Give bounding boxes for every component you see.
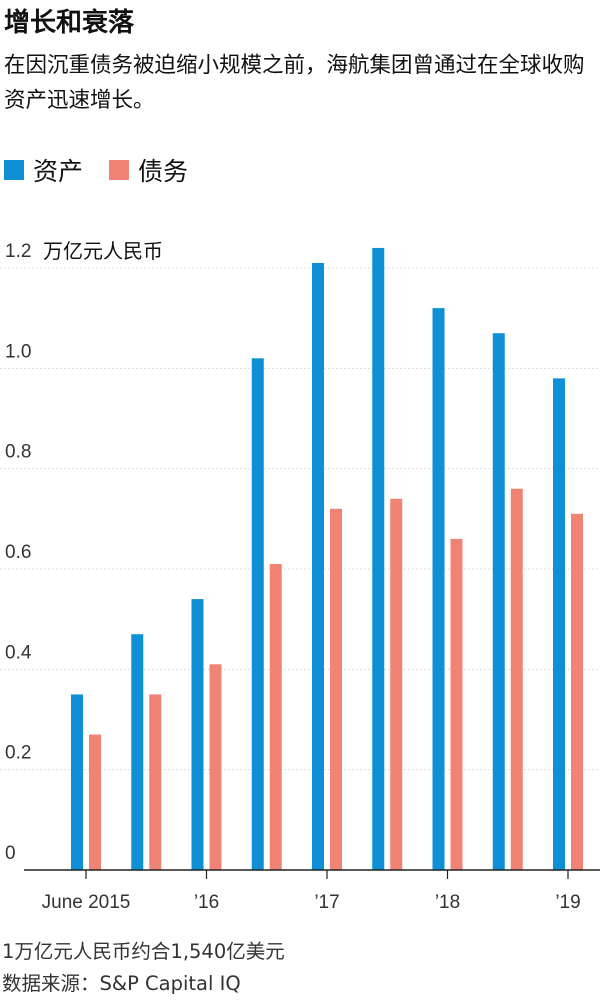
legend-label-debt: 债务 — [138, 157, 189, 186]
legend-swatch-debt — [109, 160, 130, 180]
bar-debt — [330, 508, 342, 870]
bar-assets — [492, 333, 505, 870]
source-note: 数据来源：S&P Capital IQ — [2, 972, 241, 995]
bar-assets — [131, 634, 144, 870]
bar-debt — [390, 498, 403, 870]
bar-debt — [510, 488, 523, 870]
y-tick-label: 0.4 — [5, 642, 32, 663]
currency-note: 1万亿元人民币约合1,540亿美元 — [2, 940, 285, 963]
legend-swatch-assets — [4, 160, 24, 180]
x-tick-label: June 2015 — [42, 892, 131, 913]
bar-debt — [89, 734, 101, 870]
chart-subtitle: 在因沉重债务被迫缩小规模之前，海航集团曾通过在全球收购资产迅速增长。 — [4, 53, 585, 113]
bar-assets — [251, 358, 264, 870]
x-tick-label: ’17 — [314, 892, 339, 913]
y-tick-label: 0.6 — [5, 542, 31, 563]
bar-debt — [571, 513, 583, 870]
bar-assets — [553, 378, 565, 870]
legend-item-assets: 资产 — [4, 152, 83, 188]
y-tick-label: 1.2 — [5, 241, 31, 262]
bar-debt — [209, 664, 222, 870]
chart-title: 增长和衰落 — [4, 8, 135, 38]
gridlines: 0 0.2 0.4 0.6 0.8 1.0 1.2 万亿元人民币 — [0, 239, 600, 864]
legend-label-assets: 资产 — [33, 157, 84, 186]
y-tick-label: 1.0 — [5, 341, 31, 362]
bar-assets — [71, 694, 83, 870]
bar-assets — [372, 247, 385, 870]
y-tick-label: 0.8 — [5, 442, 31, 463]
bar-assets — [191, 599, 204, 870]
bar-assets — [432, 308, 445, 871]
x-tick-label: ’18 — [435, 892, 460, 913]
y-axis-unit-label: 万亿元人民币 — [43, 239, 163, 263]
x-tick-label: ’16 — [194, 892, 219, 913]
x-tick-label: ’19 — [555, 892, 580, 913]
bar-debt — [149, 694, 162, 870]
bar-debt — [269, 563, 282, 870]
x-axis: June 2015 ’16 ’17 ’18 ’19 — [24, 869, 600, 913]
legend: 资产 债务 — [4, 152, 214, 188]
bar-debt — [450, 538, 463, 870]
legend-item-debt: 债务 — [109, 152, 188, 188]
y-tick-label: 0 — [5, 843, 16, 864]
bar-assets — [312, 262, 324, 870]
bar-chart: 0 0.2 0.4 0.6 0.8 1.0 1.2 万亿元人民币 June 2015 ’16 ’1… — [0, 239, 600, 913]
y-tick-label: 0.2 — [5, 743, 31, 764]
bars — [71, 247, 583, 871]
